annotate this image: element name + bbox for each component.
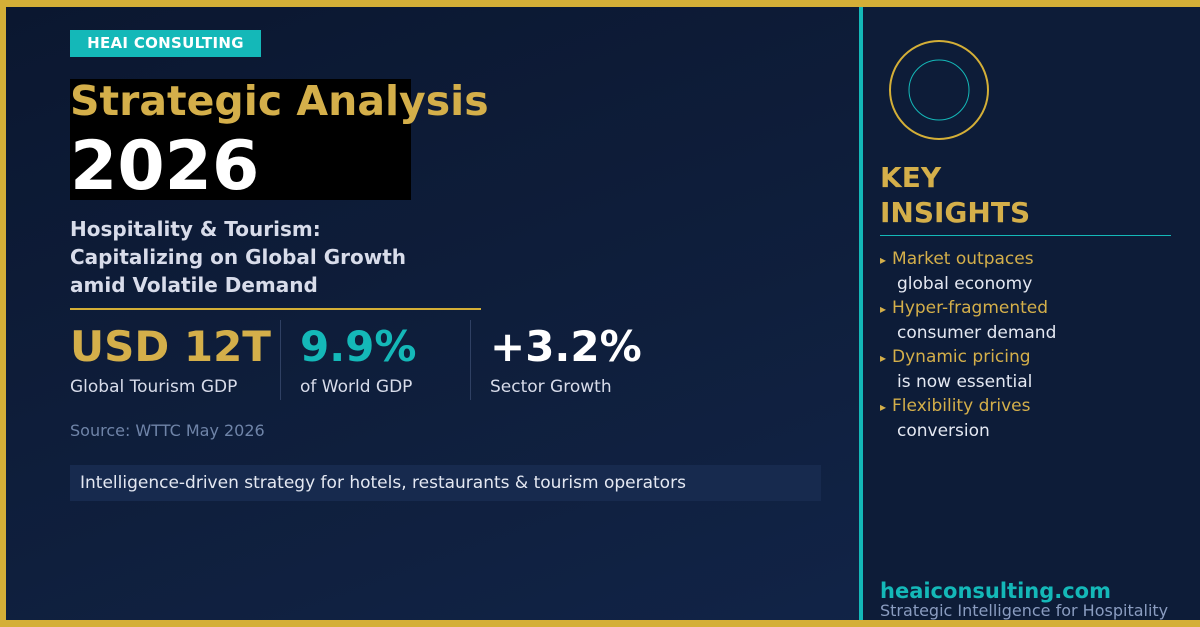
stat-value: USD 12T — [70, 322, 271, 371]
banner: HEAI CONSULTING Strategic Analysis 2026 … — [6, 7, 1200, 620]
insight-item: ▸ Flexibility drives conversion — [880, 394, 1180, 443]
triangle-bullet-icon: ▸ — [880, 400, 887, 414]
insight-headline: Market outpaces — [892, 249, 1034, 269]
subtitle-line: Capitalizing on Global Growth — [70, 245, 407, 269]
insights-divider — [880, 235, 1171, 236]
tagline-box: Intelligence-driven strategy for hotels,… — [70, 465, 821, 501]
subtitle: Hospitality & Tourism: Capitalizing on G… — [70, 215, 490, 299]
tagline-text: Intelligence-driven strategy for hotels,… — [80, 473, 686, 493]
insight-item: ▸ Dynamic pricing is now essential — [880, 345, 1180, 394]
insight-headline: Flexibility drives — [892, 396, 1031, 416]
insight-headline: Dynamic pricing — [892, 347, 1031, 367]
insights-heading: KEY INSIGHTS — [880, 160, 1030, 230]
subtitle-line: Hospitality & Tourism: — [70, 217, 321, 241]
insight-item: ▸ Market outpaces global economy — [880, 247, 1180, 296]
triangle-bullet-icon: ▸ — [880, 302, 887, 316]
insights-list: ▸ Market outpaces global economy ▸ Hyper-f… — [880, 247, 1180, 443]
insight-detail: consumer demand — [897, 323, 1057, 343]
subtitle-line: amid Volatile Demand — [70, 273, 318, 297]
footer-tagline: Strategic Intelligence for Hospitality — [880, 601, 1169, 620]
concentric-rings-icon — [889, 40, 989, 140]
insights-heading-line: INSIGHTS — [880, 196, 1031, 229]
stat-label: Sector Growth — [490, 377, 612, 397]
triangle-bullet-icon: ▸ — [880, 253, 887, 267]
title-year: 2026 — [70, 127, 260, 206]
insight-detail: conversion — [897, 421, 990, 441]
stat-value: +3.2% — [490, 322, 642, 371]
stat-label: Global Tourism GDP — [70, 377, 238, 397]
gold-divider — [70, 308, 481, 310]
brand-tag: HEAI CONSULTING — [70, 30, 261, 57]
panel-accent-rule — [859, 7, 863, 620]
stat-tourism-gdp: USD 12T Global Tourism GDP — [70, 320, 271, 400]
stat-value: 9.9% — [300, 322, 417, 371]
insights-heading-line: KEY — [880, 161, 942, 194]
insights-panel — [863, 7, 1200, 620]
stat-label: of World GDP — [300, 377, 413, 397]
insight-detail: global economy — [897, 274, 1033, 294]
title-strategic-analysis: Strategic Analysis — [70, 77, 489, 125]
website-link[interactable]: heaiconsulting.com — [880, 579, 1111, 603]
stat-sector-growth: +3.2% Sector Growth — [490, 320, 642, 400]
source-note: Source: WTTC May 2026 — [70, 421, 265, 440]
stat-divider — [470, 320, 471, 400]
title-background — [70, 79, 411, 200]
triangle-bullet-icon: ▸ — [880, 351, 887, 365]
insight-detail: is now essential — [897, 372, 1033, 392]
stat-divider — [280, 320, 281, 400]
insight-headline: Hyper-fragmented — [892, 298, 1049, 318]
insight-item: ▸ Hyper-fragmented consumer demand — [880, 296, 1180, 345]
stat-world-gdp-share: 9.9% of World GDP — [300, 320, 416, 400]
